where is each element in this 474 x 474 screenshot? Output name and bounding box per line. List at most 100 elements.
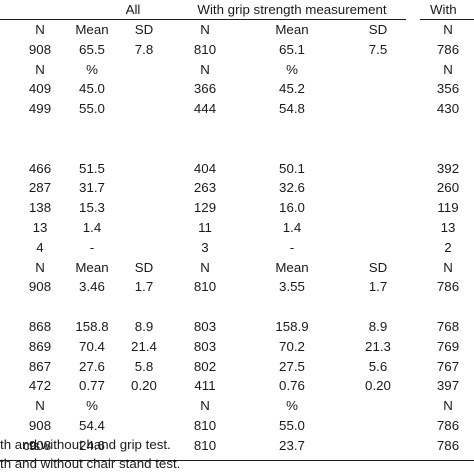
table-cell: 55.0	[279, 418, 305, 433]
table-cell: 444	[193, 101, 217, 117]
table-cell: Mean	[75, 22, 109, 37]
table-cell: 802	[193, 358, 217, 374]
table-cell: 8.9	[134, 319, 154, 334]
table-row: N Mean SD N Mean SD N	[0, 20, 474, 40]
row-label: cts	[23, 437, 40, 453]
table-cell: N	[443, 61, 453, 77]
table-cell: 786	[436, 437, 460, 453]
table-row: 499 55.0 444 54.8 430	[0, 99, 474, 119]
table-cell: SD	[368, 259, 388, 275]
table-cell: 23.7	[279, 437, 305, 453]
table-cell: 21.3	[365, 338, 391, 354]
table-cell: 70.2	[279, 338, 305, 354]
table-cell: SD	[368, 22, 388, 37]
group-header-grip: With grip strength measurement	[197, 2, 387, 17]
table-row: 908 65.5 7.8 810 65.1 7.5 786	[0, 40, 474, 60]
table-row: 867 27.6 5.8 802 27.5 5.6 767	[0, 357, 474, 377]
table-cell: 867	[28, 358, 52, 374]
table-cell: 5.8	[134, 358, 154, 374]
table-cell: N	[200, 259, 210, 275]
table-cell: 1.4	[82, 220, 102, 235]
table-cell: 810	[193, 437, 217, 453]
table-cell: %	[286, 398, 298, 414]
table-cell: 0.77	[79, 378, 105, 394]
group-header-with: With	[430, 2, 457, 17]
table-cell: 397	[436, 378, 460, 394]
table-cell: 11	[198, 220, 212, 235]
table-cell: 908	[28, 41, 52, 57]
table-cell: 1.4	[282, 220, 302, 235]
table-cell: -	[289, 239, 295, 255]
table-cell: 768	[436, 319, 460, 334]
table-row: 4 - 3 - 2	[0, 238, 474, 258]
table-row	[0, 297, 474, 317]
table-cell: 45.2	[279, 81, 305, 97]
table-row	[0, 119, 474, 139]
table-cell: 499	[28, 101, 52, 117]
table-cell: N	[35, 61, 45, 77]
table-cell: 21.4	[131, 338, 157, 354]
table-cell: 31.7	[79, 180, 105, 196]
table-cell: N	[200, 398, 210, 414]
table-cell: SD	[134, 22, 154, 37]
table-cell: 4	[36, 239, 44, 255]
table-cell: 158.8	[75, 319, 109, 334]
table-cell: 3	[201, 239, 209, 255]
table-row: N% N% N	[0, 60, 474, 80]
table-cell: 129	[193, 200, 217, 216]
table-cell: N	[35, 259, 45, 275]
table-bottom-rule	[0, 459, 474, 461]
table-cell: 908	[28, 279, 52, 295]
table-cell: 1.7	[368, 279, 388, 295]
table-cell: 263	[193, 180, 217, 196]
table-cell: 908	[28, 437, 52, 453]
table-cell: 466	[28, 160, 52, 176]
table-cell: 868	[28, 319, 52, 334]
footnote-1: th and without hand grip test.	[0, 437, 171, 452]
table-cell: 24.6	[79, 437, 105, 453]
table-cell: 27.6	[79, 358, 105, 374]
table-cell: 3.46	[79, 279, 105, 295]
table-cell: %	[86, 398, 98, 414]
table-cell: 45.0	[79, 81, 105, 97]
table-cell: 287	[28, 180, 52, 196]
table-cell: 810	[193, 279, 217, 295]
table-cell: 404	[193, 160, 217, 176]
table-cell: 803	[193, 319, 217, 334]
table-cell: 411	[194, 378, 216, 394]
footnote-2: th and without chair stand test.	[0, 456, 181, 471]
table-row: N Mean SD N Mean SD N	[0, 258, 474, 278]
table-cell: 869	[28, 338, 52, 354]
table-cell: 0.76	[279, 378, 305, 394]
table-row: 472 0.77 0.20 411 0.76 0.20 397	[0, 376, 474, 396]
table-cell: -	[89, 239, 95, 255]
table-cell: 54.8	[279, 101, 305, 117]
table-cell: 138	[28, 200, 52, 216]
table-cell: N	[443, 398, 453, 414]
table-row: 287 31.7 263 32.6 260	[0, 178, 474, 198]
table-cell: 908	[28, 418, 52, 433]
table-cell: 409	[28, 81, 52, 97]
table-cell: 786	[436, 41, 460, 57]
table-cell: 7.5	[368, 41, 388, 57]
table-cell: 1.7	[134, 279, 154, 295]
table-row: 13 1.4 11 1.4 13	[0, 218, 474, 238]
table-cell: SD	[134, 259, 154, 275]
table-cell: 769	[436, 338, 460, 354]
table-cell: 472	[28, 378, 52, 394]
table-row: 869 70.4 21.4 803 70.2 21.3 769	[0, 337, 474, 357]
group-header-all: All	[125, 2, 141, 17]
table-cell: 5.6	[368, 358, 388, 374]
table-row	[0, 139, 474, 159]
table-cell: 786	[436, 279, 460, 295]
table-row: N% N% N	[0, 396, 474, 416]
table-row: 466 51.5 404 50.1 392	[0, 159, 474, 179]
table-cell: 13	[32, 220, 48, 235]
table-cell: N	[35, 398, 45, 414]
table-cell: 65.5	[79, 41, 105, 57]
table-row: 138 15.3 129 16.0 119	[0, 198, 474, 218]
table-cell: N	[35, 22, 45, 37]
table-cell: 810	[193, 418, 217, 433]
table-cell: 27.5	[279, 358, 305, 374]
table-cell: 158.9	[275, 319, 309, 334]
